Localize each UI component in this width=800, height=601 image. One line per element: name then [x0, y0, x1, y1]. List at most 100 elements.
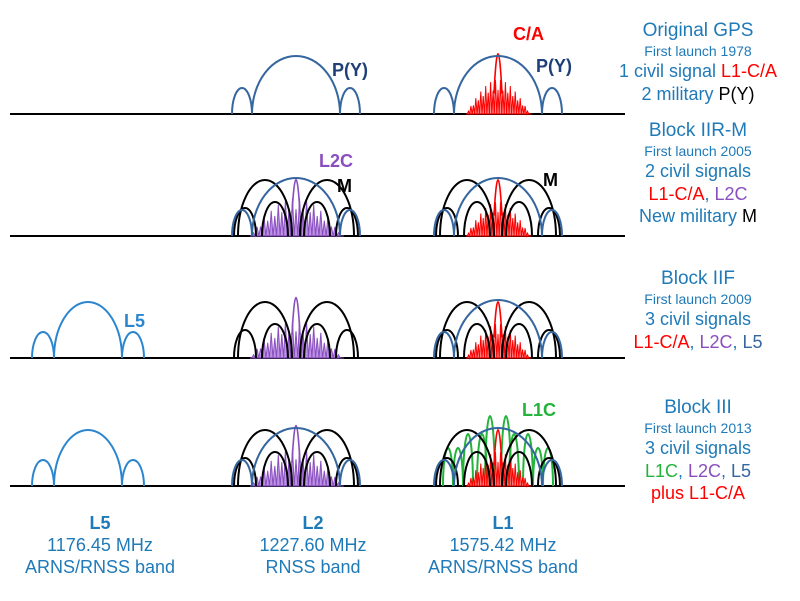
panel-text-block-iir-m: Block IIR-M First launch 2005 2 civil si…: [598, 120, 798, 227]
label-l5: L5: [124, 311, 146, 331]
l1-m-spectrum-inner-left: [463, 323, 491, 359]
l2-m-spectrum-outer-left: [233, 457, 257, 487]
l1-ca-spectrum-body: [466, 324, 532, 360]
l1-m-spectrum-outer-right: [537, 329, 561, 359]
panel-line-segment: ,: [721, 460, 732, 481]
l2-l2c-spectrum-peak: [291, 297, 301, 336]
l1-py-spectrum-main: [453, 177, 543, 237]
panel-line-segment: L2C: [699, 331, 733, 352]
l2-py-spectrum-side-right: [339, 209, 361, 237]
l2-m-spectrum-inner-right: [303, 323, 331, 359]
l1-ca-spectrum-peak: [493, 428, 503, 466]
l2-m-spectrum-outer-right: [335, 457, 359, 487]
panel-line-segment: L2C: [687, 460, 722, 481]
l5-spectrum-main: [53, 429, 123, 487]
l1-ca-spectrum-peak: [493, 301, 503, 338]
l2-py-spectrum-main: [251, 427, 341, 487]
l2-m-spectrum-inner-right: [303, 451, 331, 487]
l1-py-spectrum-side-left: [433, 331, 455, 359]
panel-line-segment: L1C: [644, 460, 678, 481]
panel-line-segment: 2 civil signals: [644, 160, 752, 181]
l2-m-spectrum-inner-right: [303, 201, 331, 237]
l2-m-spectrum-outer-right: [335, 207, 359, 237]
panel-line-segment: 1 civil signal: [618, 60, 721, 81]
l2-py-spectrum-side-left: [231, 459, 253, 487]
l1-py-spectrum-main: [453, 55, 543, 115]
panel-line: L1-C/A, L2C, L5: [598, 332, 798, 353]
l2-l2c-spectrum-body: [250, 320, 344, 360]
l1-py-spectrum-side-right: [541, 209, 563, 237]
l1-py-spectrum-main: [453, 427, 543, 487]
l1-ca-spectrum-body: [466, 80, 532, 116]
panel-line-segment: ,: [732, 331, 743, 352]
band-name: L5: [89, 513, 111, 533]
panel-text-block-iif: Block IIF First launch 2009 3 civil sign…: [598, 268, 798, 352]
l2-py-spectrum-side-right: [339, 459, 361, 487]
label-l2-py: P(Y): [332, 60, 368, 80]
band-frequency: 1575.42 MHz: [449, 534, 557, 555]
band-l2: L2 1227.60 MHz RNSS band: [218, 513, 408, 579]
l1-py-spectrum-main: [453, 299, 543, 359]
l1-m-spectrum-inner-right: [505, 451, 533, 487]
label-l2-l2c: L2C: [319, 151, 354, 171]
l5-spectrum-main: [53, 301, 123, 359]
l1-m-spectrum-inner-left: [463, 201, 491, 237]
l1-py-spectrum-side-left: [433, 209, 455, 237]
panel-text-original-gps: Original GPS First launch 1978 1 civil s…: [598, 20, 798, 104]
band-type: RNSS band: [265, 556, 361, 577]
l1-m-spectrum-outer-right: [537, 207, 561, 237]
label-l2-m: M: [337, 176, 352, 196]
l2-m-spectrum-inner-left: [261, 323, 289, 359]
l1-py-spectrum-side-right: [541, 331, 563, 359]
panel-line: 2 civil signals: [598, 161, 798, 182]
l5-spectrum-side-right: [121, 459, 145, 487]
l1-py-spectrum-side-left: [433, 87, 455, 115]
panel-line-segment: L5: [742, 331, 763, 352]
band-name: L2: [302, 513, 324, 533]
panel-line-segment: L1-C/A: [633, 331, 690, 352]
l2-py-spectrum-main: [251, 55, 341, 115]
l2-l2c-spectrum-peak: [291, 178, 301, 214]
panel-line-segment: 2 military: [641, 83, 719, 104]
l1-m-spectrum-inner-left: [463, 451, 491, 487]
l2-py-spectrum-side-right: [339, 87, 361, 115]
l1-py-spectrum-side-left: [433, 459, 455, 487]
panel-launch: First launch 2009: [644, 290, 752, 307]
l1-m-spectrum-outer-left: [435, 329, 459, 359]
panel-launch: First launch 2013: [644, 419, 752, 436]
panel-line: L1-C/A, L2C: [598, 184, 798, 205]
panel-line-segment: plus L1-C/A: [650, 483, 746, 504]
l2-l2c-spectrum-body: [250, 198, 344, 238]
band-l5: L5 1176.45 MHz ARNS/RNSS band: [5, 513, 195, 579]
l1-py-spectrum-side-right: [541, 459, 563, 487]
l2-m-spectrum-outer-left: [233, 207, 257, 237]
label-l1-m: M: [543, 170, 558, 190]
panel-line: 3 civil signals: [598, 309, 798, 330]
panel-line-segment: ,: [689, 331, 700, 352]
l2-py-spectrum-main: [251, 177, 341, 237]
l2-m-spectrum-outer-right: [335, 329, 359, 359]
l1-m-spectrum-inner-right: [505, 323, 533, 359]
panel-title: Block IIR-M: [648, 120, 748, 141]
panel-line: L1C, L2C, L5: [598, 461, 798, 482]
panel-title: Block III: [664, 397, 732, 418]
l1-ca-spectrum-body: [466, 202, 532, 238]
l1-m-spectrum-outer-right: [537, 457, 561, 487]
l1-ca-spectrum-body: [466, 452, 532, 488]
l1c-spectrum-lobe-2: [462, 433, 474, 487]
panel-line: 1 civil signal L1-C/A: [598, 61, 798, 82]
l5-spectrum-side-left: [31, 331, 55, 359]
panel-line: 3 civil signals: [598, 438, 798, 459]
panel-line-segment: New military: [638, 206, 742, 227]
l2-m-spectrum-outer-left: [233, 329, 257, 359]
panel-line-segment: L1-C/A: [648, 183, 705, 204]
panel-line: New military M: [598, 206, 798, 227]
l5-spectrum-side-left: [31, 459, 55, 487]
l2-l2c-spectrum-peak: [291, 425, 301, 464]
panel-line-segment: ,: [677, 460, 688, 481]
panel-line: 2 military P(Y): [598, 84, 798, 105]
l2-py-spectrum-side-left: [231, 209, 253, 237]
panel-line-segment: M: [742, 206, 757, 227]
panel-title: Original GPS: [642, 20, 754, 41]
